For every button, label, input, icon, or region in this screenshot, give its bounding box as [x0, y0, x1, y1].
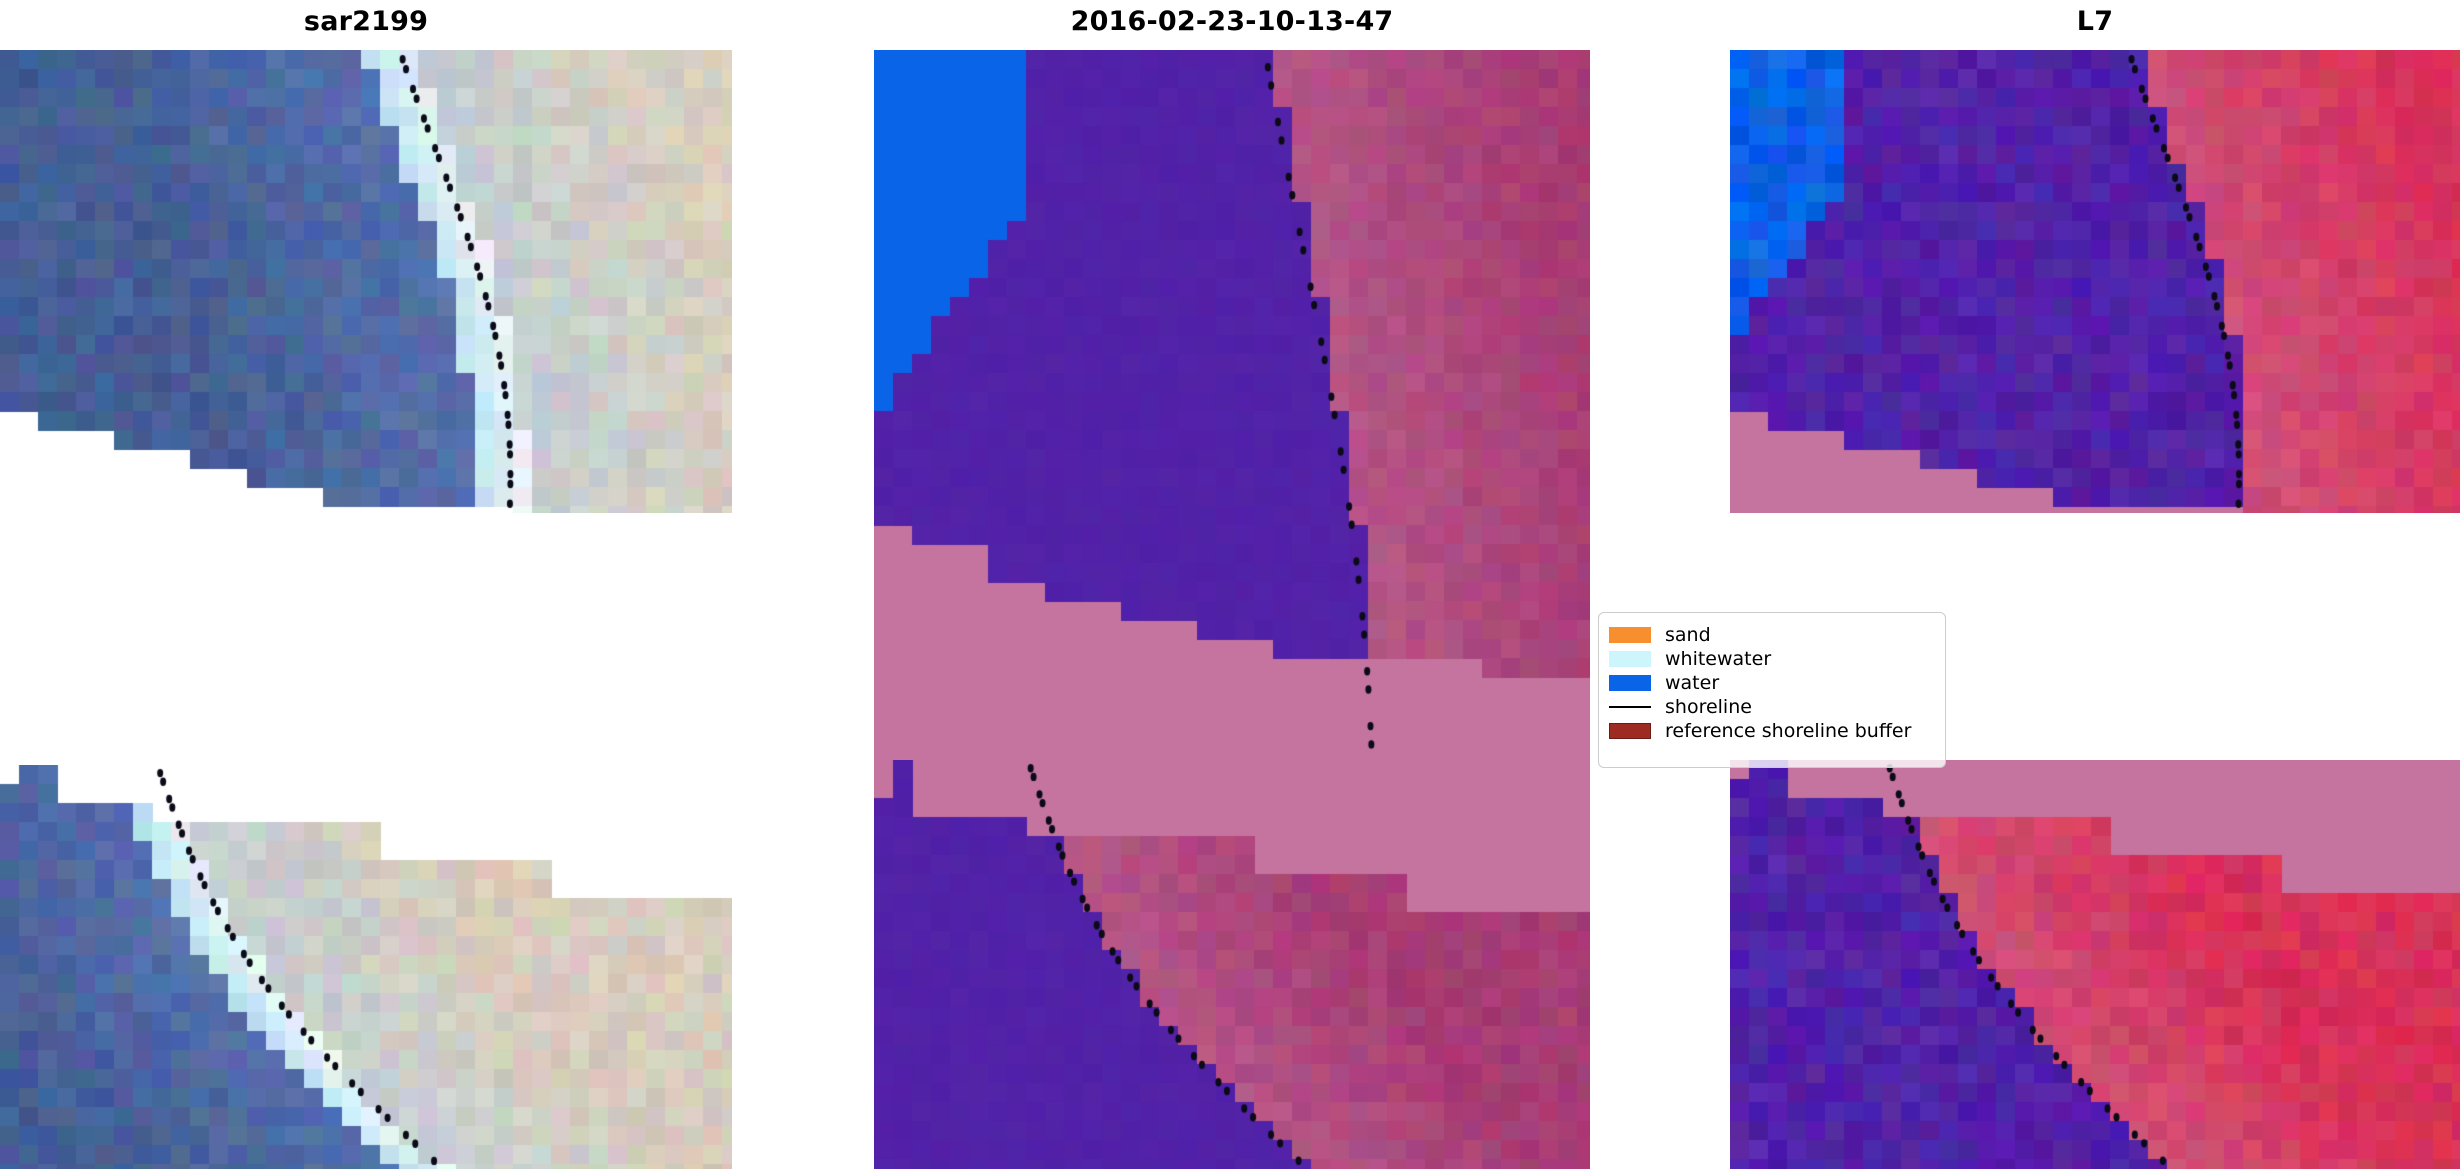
panel-top-right-l7[interactable]: [1730, 50, 2460, 513]
panel-top-left-sar2199[interactable]: [0, 50, 732, 513]
panel-bottom-middle-classified[interactable]: [874, 760, 1590, 1169]
panel-bottom-right-l7[interactable]: [1730, 760, 2460, 1169]
raster-bottom-middle: [874, 760, 1590, 1169]
swatch-icon: [1609, 651, 1651, 667]
panel-bottom-left-sar2199[interactable]: [0, 765, 732, 1169]
legend-item-reference-shoreline-buffer[interactable]: reference shoreline buffer: [1609, 719, 1933, 743]
legend-item-label: whitewater: [1665, 647, 1772, 670]
shoreline-line-icon: [1609, 699, 1651, 715]
page-title-datetime: 2016-02-23-10-13-47: [1070, 6, 1394, 37]
legend-item-label: sand: [1665, 623, 1711, 646]
legend-item-whitewater[interactable]: whitewater: [1609, 647, 1933, 671]
raster-top-left: [0, 50, 732, 513]
legend-item-label: reference shoreline buffer: [1665, 719, 1912, 742]
swatch-icon: [1609, 723, 1651, 739]
legend-item-label: shoreline: [1665, 695, 1752, 718]
raster-bottom-right: [1730, 760, 2460, 1169]
legend[interactable]: sand whitewater water shoreline reference sh…: [1598, 612, 1946, 768]
page-title-sar2199: sar2199: [303, 6, 429, 37]
raster-top-right: [1730, 50, 2460, 513]
swatch-icon: [1609, 675, 1651, 691]
legend-item-shoreline[interactable]: shoreline: [1609, 695, 1933, 719]
legend-item-sand[interactable]: sand: [1609, 623, 1933, 647]
raster-bottom-left: [0, 765, 732, 1169]
page-title-l7: L7: [2076, 6, 2114, 37]
swatch-icon: [1609, 627, 1651, 643]
legend-item-label: water: [1665, 671, 1720, 694]
legend-item-water[interactable]: water: [1609, 671, 1933, 695]
